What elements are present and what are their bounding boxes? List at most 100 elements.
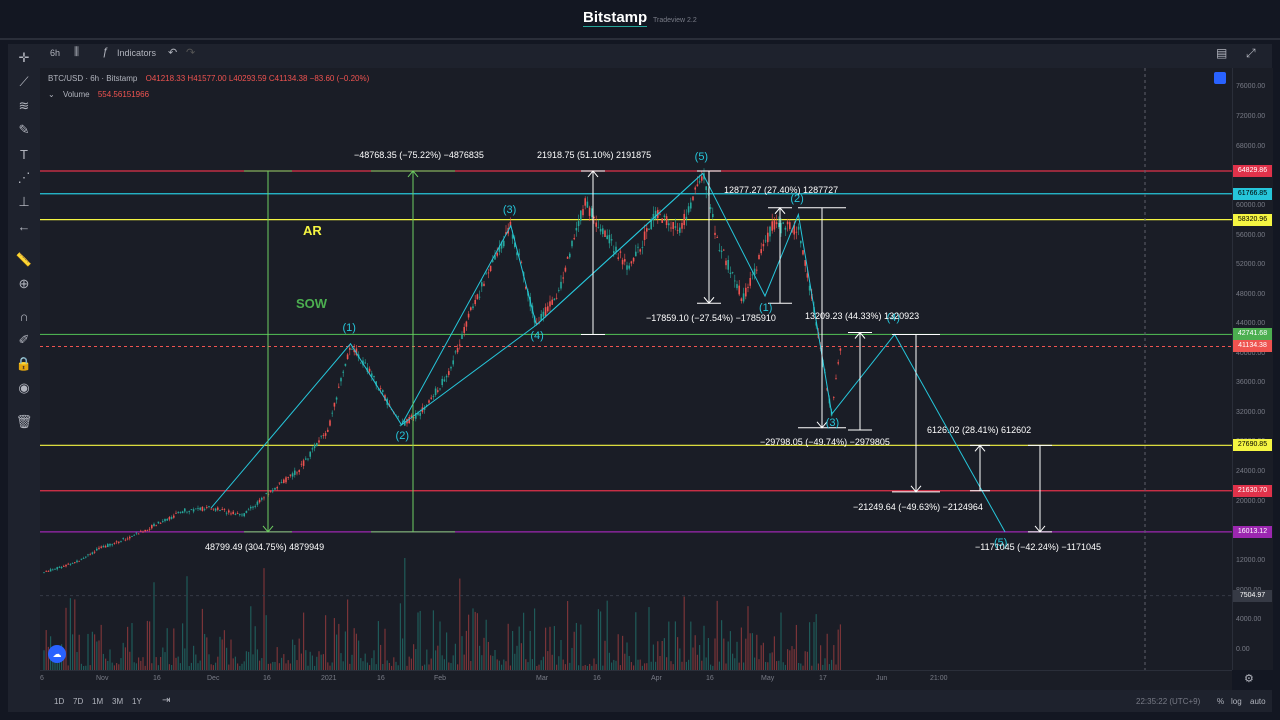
undo-icon[interactable]: ↶	[168, 47, 178, 59]
volume-bar	[685, 661, 687, 670]
volume-bar	[787, 649, 789, 670]
volume-bar	[496, 659, 498, 670]
candle-body	[280, 482, 283, 483]
range-1m-button[interactable]: 1M	[92, 697, 104, 706]
brush-icon[interactable]: ✎	[18, 122, 30, 137]
candle-body	[806, 273, 809, 278]
volume-bar	[457, 664, 459, 670]
redo-icon[interactable]: ↷	[186, 47, 196, 59]
range-1d-button[interactable]: 1D	[54, 697, 65, 706]
candle-body	[58, 566, 61, 568]
volume-bar	[320, 654, 322, 670]
magnet-icon[interactable]: ∩	[19, 308, 29, 324]
pattern-tool-icon[interactable]: ⋰	[17, 170, 31, 185]
candle-body	[300, 463, 303, 465]
candle-body	[511, 234, 514, 239]
candle-body	[467, 313, 470, 318]
y-tick-label: 4000.00	[1236, 616, 1262, 623]
candle-body	[773, 220, 776, 230]
date-range-icon[interactable]: ⇥	[162, 695, 171, 706]
candle-body	[428, 400, 430, 403]
candle-style-icon[interactable]: ⫼	[74, 46, 80, 58]
crosshair-icon[interactable]: ✛	[18, 50, 30, 65]
log-toggle[interactable]: log	[1231, 697, 1242, 706]
volume-bar	[703, 625, 705, 670]
fib-tool-icon[interactable]: ≋	[18, 98, 30, 113]
axis-settings-icon[interactable]: ⚙	[1244, 673, 1254, 685]
candle-body	[419, 412, 421, 416]
function-icon[interactable]: ƒ	[102, 46, 109, 58]
text-tool-icon[interactable]: T	[20, 146, 28, 162]
brand-logo: Bitstamp	[583, 9, 648, 27]
measure-label: 21918.75 (51.10%) 2191875	[537, 150, 652, 160]
candle-body	[335, 397, 338, 400]
volume-bar	[100, 624, 102, 670]
candle-body	[181, 511, 184, 514]
candle-body	[536, 322, 538, 324]
volume-bar	[644, 663, 646, 670]
candle-body	[157, 521, 160, 524]
candle-body	[745, 287, 747, 297]
volume-bar	[384, 628, 386, 670]
volume-bar	[824, 658, 826, 670]
volume-bar	[553, 626, 555, 670]
volume-bar	[439, 621, 441, 670]
candle-body	[729, 272, 732, 274]
volume-bar	[67, 665, 69, 670]
chart-plot-area[interactable]	[40, 68, 1232, 670]
candle-body	[793, 225, 795, 235]
candle-body	[166, 519, 168, 521]
x-tick-label: Apr	[651, 675, 662, 682]
candle-body	[835, 378, 837, 380]
candle-body	[100, 546, 102, 548]
volume-bar	[278, 663, 280, 670]
time-axis[interactable]	[40, 670, 1232, 691]
volume-bar	[96, 641, 98, 670]
candle-body	[217, 507, 219, 510]
candle-body	[239, 514, 241, 516]
candle-body	[65, 564, 67, 567]
volume-bar	[573, 631, 575, 670]
measure-tool-icon[interactable]: ⊥	[18, 194, 30, 209]
interval-button[interactable]: 6h	[50, 48, 61, 58]
candle-body	[676, 229, 679, 231]
candle-body	[696, 184, 699, 187]
settings-toggle-icon[interactable]	[1214, 72, 1226, 84]
candle-body	[353, 349, 355, 353]
percent-toggle[interactable]: %	[1217, 697, 1225, 706]
range-7d-button[interactable]: 7D	[73, 697, 84, 706]
auto-toggle[interactable]: auto	[1250, 697, 1266, 706]
back-arrow-icon[interactable]: ←	[17, 218, 31, 234]
range-3m-button[interactable]: 3M	[112, 697, 124, 706]
lock-icon[interactable]: 🔒	[15, 356, 33, 371]
chevron-down-icon[interactable]: ⌄	[48, 90, 55, 99]
range-1y-button[interactable]: 1Y	[132, 697, 142, 706]
layout-icon[interactable]: ▤	[1216, 46, 1228, 60]
change-value: −83.60 (−0.20%)	[309, 74, 370, 83]
x-tick-label: 6	[40, 675, 44, 682]
pencil-lock-icon[interactable]: ✐	[18, 332, 30, 347]
candle-body	[450, 367, 452, 369]
volume-bar	[263, 568, 265, 670]
volume-bar	[793, 649, 795, 670]
ruler-icon[interactable]: 📏	[15, 252, 33, 267]
candle-body	[637, 246, 639, 248]
trash-icon[interactable]: 🗑	[15, 414, 33, 429]
volume-bar	[661, 641, 663, 670]
indicators-button[interactable]: Indicators	[117, 48, 157, 58]
fullscreen-icon[interactable]: ⤢	[1246, 46, 1256, 60]
candle-body	[309, 451, 311, 457]
candle-body	[60, 567, 63, 568]
candle-body	[762, 243, 765, 247]
candle-body	[144, 529, 146, 532]
trend-line-icon[interactable]: ⟋	[19, 74, 29, 89]
zoom-icon[interactable]: ⊕	[18, 276, 30, 291]
candle-body	[111, 544, 113, 546]
volume-bar	[135, 663, 137, 670]
candle-body	[833, 397, 835, 398]
x-tick-label: 16	[153, 675, 161, 682]
candle-body	[487, 272, 490, 274]
eye-icon[interactable]: ◉	[18, 380, 30, 395]
candle-body	[278, 482, 281, 484]
candle-body	[571, 240, 573, 247]
